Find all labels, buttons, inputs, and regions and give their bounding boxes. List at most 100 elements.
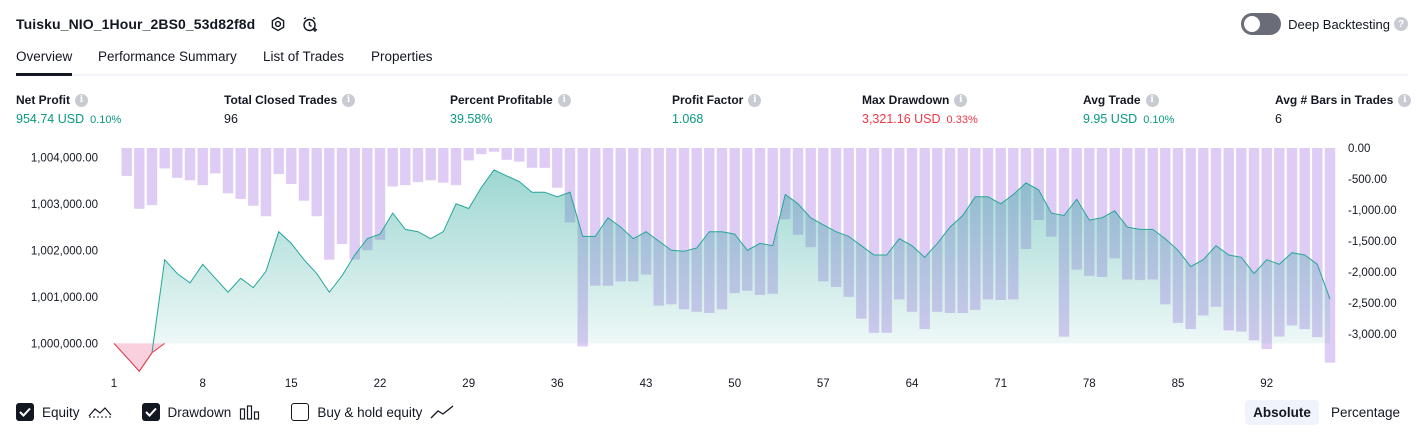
x-axis-tick: 71 (994, 378, 1007, 390)
drawdown-bar (704, 148, 715, 313)
equity-area (114, 169, 1330, 344)
drawdown-bar (653, 148, 664, 306)
drawdown-bar (552, 148, 563, 188)
mode-absolute[interactable]: Absolute (1245, 400, 1319, 425)
drawdown-bar (1248, 148, 1260, 341)
scale-mode-switch: Absolute Percentage (1241, 400, 1408, 425)
drawdown-bar (235, 148, 246, 199)
equity-checkbox[interactable] (16, 403, 34, 421)
left-axis-tick: 1,001,000.00 (31, 292, 98, 304)
info-icon[interactable]: i (75, 93, 88, 107)
drawdown-bar (450, 148, 462, 186)
legend-buy-hold[interactable]: Buy & hold equity (291, 403, 454, 421)
metric-value: 39.58% (450, 112, 493, 126)
drawdown-bar (628, 148, 639, 282)
metric-percent-profitable: Percent Profitable i 39.58% (450, 93, 571, 126)
metric-value: 9.95 USD (1083, 112, 1138, 126)
right-axis-tick: -1,000.00 (1348, 205, 1397, 217)
tab-properties[interactable]: Properties (371, 49, 433, 64)
metric-percent: 0.10% (90, 114, 122, 126)
drawdown-bar (856, 148, 867, 319)
metric-label: Avg # Bars in Trades (1275, 93, 1394, 107)
metric-profit-factor: Profit Factor i 1.068 (672, 93, 762, 126)
drawdown-bar (425, 148, 436, 181)
drawdown-bar (463, 148, 474, 161)
drawdown-bar (286, 148, 297, 184)
info-icon[interactable]: i (954, 93, 968, 107)
deep-backtesting-label: Deep Backtesting (1288, 16, 1390, 32)
metric-label: Max Drawdown (862, 93, 950, 107)
drawdown-bar (134, 148, 145, 209)
drawdown-checkbox[interactable] (141, 403, 160, 421)
metric-label: Percent Profitable (450, 93, 553, 107)
drawdown-bar (881, 148, 892, 333)
buy-hold-checkbox[interactable] (291, 403, 310, 421)
deep-backtesting-toggle[interactable] (1241, 13, 1282, 35)
add-alert-icon[interactable] (301, 15, 319, 33)
drawdown-bar (1299, 148, 1310, 330)
drawdown-bar (336, 148, 348, 245)
drawdown-bar (640, 148, 652, 275)
drawdown-bar (184, 148, 196, 181)
left-axis-tick: 1,002,000.00 (31, 245, 98, 257)
drawdown-bar (172, 148, 183, 178)
legend-equity[interactable]: Equity (16, 403, 112, 421)
drawdown-bar (539, 148, 550, 168)
help-icon[interactable]: ? (1394, 17, 1408, 31)
info-icon[interactable]: i (1145, 93, 1159, 107)
gear-icon[interactable] (269, 15, 287, 33)
drawdown-bar (438, 148, 449, 183)
tab-overview[interactable]: Overview (16, 49, 73, 76)
info-icon[interactable]: i (1398, 93, 1412, 107)
left-axis-tick: 1,003,000.00 (31, 199, 98, 211)
right-axis: 0.00 -500.00 -1,000.00 -1,500.00 -2,000.00 -2… (1348, 143, 1397, 341)
drawdown-bar (564, 148, 576, 223)
legend-drawdown[interactable]: Drawdown (141, 403, 262, 421)
drawdown-bar (1236, 148, 1247, 332)
drawdown-bar (1134, 148, 1146, 281)
drawdown-bar (362, 148, 373, 251)
drawdown-bar (248, 148, 259, 206)
metric-max-drawdown: Max Drawdown i 3,321.16 USD 0.33% (862, 93, 978, 126)
drawdown-bar (146, 148, 158, 206)
drawdown-bar (501, 148, 512, 160)
x-axis-tick: 8 (199, 378, 205, 390)
right-axis-tick: -500.00 (1348, 174, 1387, 186)
x-axis-tick: 85 (1172, 378, 1185, 390)
drawdown-bar (159, 148, 170, 169)
drawdown-bar (932, 148, 943, 312)
chart-legend: Equity Drawdown Buy & hold equity (16, 403, 484, 421)
mode-percentage[interactable]: Percentage (1330, 405, 1400, 420)
drawdown-bar (1210, 148, 1222, 307)
drawdown-bar (298, 148, 310, 201)
drawdown-bar (1198, 148, 1209, 316)
equity-negative-area (114, 343, 1330, 372)
tab-bar: Overview Performance Summary List of Tra… (16, 46, 1408, 76)
drawdown-bar (1185, 148, 1196, 330)
drawdown-bar (894, 148, 905, 300)
drawdown-bar (222, 148, 234, 194)
x-axis-tick: 50 (728, 378, 741, 390)
right-axis-tick: -2,000.00 (1348, 267, 1397, 279)
metric-value: 3,321.16 USD (862, 112, 941, 126)
info-icon[interactable]: i (342, 93, 356, 107)
drawdown-bar (919, 148, 930, 330)
drawdown-bar (818, 148, 829, 282)
info-icon[interactable]: i (557, 93, 571, 107)
info-icon[interactable]: i (748, 93, 762, 107)
drawdown-bar (210, 148, 221, 174)
drawdown-bar (311, 148, 322, 217)
tab-list-of-trades[interactable]: List of Trades (263, 49, 345, 64)
buy-hold-line-icon (430, 404, 454, 420)
metric-value: 954.74 USD (16, 112, 85, 126)
drawdown-bar (1046, 148, 1057, 237)
drawdown-bar (260, 148, 272, 217)
drawdown-bar (400, 148, 411, 186)
drawdown-bar (488, 148, 500, 152)
tab-performance-summary[interactable]: Performance Summary (98, 49, 237, 64)
drawdown-bar (412, 148, 424, 183)
equity-chart[interactable]: 1,000,000.00 1,001,000.00 1,002,000.00 1,00… (0, 140, 1424, 392)
equity-line (113, 169, 1331, 373)
drawdown-bar (1286, 148, 1298, 326)
drawdown-bar (906, 148, 918, 312)
